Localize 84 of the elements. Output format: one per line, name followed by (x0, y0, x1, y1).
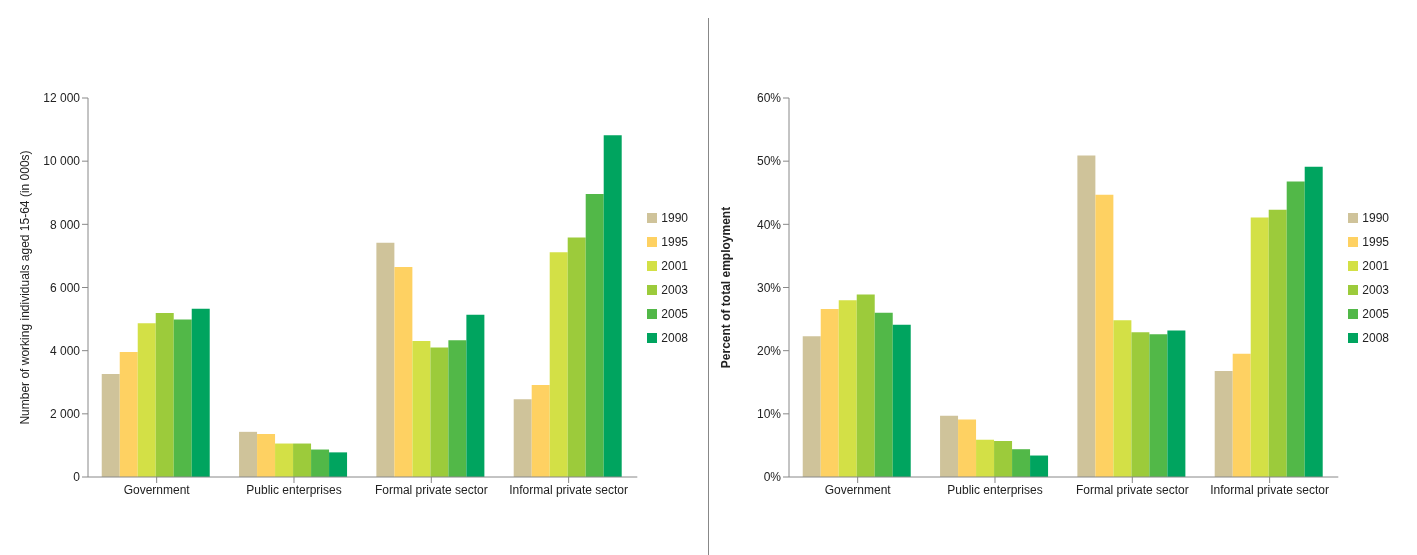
legend-label: 1990 (661, 210, 688, 225)
bar (838, 300, 857, 477)
bar (1149, 334, 1168, 477)
bar (311, 449, 330, 477)
bar (802, 336, 821, 477)
bar (376, 242, 395, 477)
bar (412, 340, 431, 477)
y-tick-label: 6 000 (49, 280, 81, 295)
legend-label: 1990 (1362, 210, 1389, 225)
bar (958, 419, 977, 477)
bar (820, 308, 839, 477)
x-tick-label: Formal private sector (374, 482, 488, 497)
bar (856, 294, 875, 477)
legend-label: 1995 (1362, 234, 1389, 249)
bar (976, 439, 995, 477)
bar (1030, 455, 1049, 477)
y-tick-label: 50% (756, 154, 782, 169)
legend-label: 2003 (661, 282, 688, 297)
bar (394, 266, 413, 477)
bar (892, 324, 911, 477)
bar (119, 351, 138, 477)
legend-label: 2008 (661, 330, 688, 345)
bar (1304, 166, 1323, 477)
x-tick-label: Public enterprises (947, 482, 1043, 497)
legend-label: 2003 (1362, 282, 1389, 297)
legend-label: 2005 (661, 306, 688, 321)
y-tick-label: 20% (756, 343, 782, 358)
bar (531, 385, 550, 477)
y-axis-title: Number of working individuals aged 15-64 (in 000s) (18, 150, 33, 425)
bar (513, 399, 532, 477)
y-tick-label: 10 000 (43, 154, 81, 169)
legend-label: 1995 (661, 234, 688, 249)
bar (430, 347, 449, 477)
bar (1214, 370, 1233, 477)
bar (239, 431, 258, 477)
bar (940, 415, 959, 477)
legend-label: 2001 (1362, 258, 1389, 273)
y-tick-label: 4 000 (49, 343, 81, 358)
legend-label: 2005 (1362, 306, 1389, 321)
x-tick-label: Formal private sector (1075, 482, 1189, 497)
x-tick-label: Government (123, 482, 191, 497)
bar (874, 312, 893, 477)
y-tick-label: 60% (756, 91, 782, 106)
bar (1077, 155, 1096, 477)
bar (329, 452, 348, 477)
bar (173, 319, 192, 477)
bar (567, 237, 586, 477)
bar (466, 314, 485, 477)
y-tick-label: 0 (73, 470, 81, 485)
bar (1268, 209, 1287, 477)
bar (1232, 353, 1251, 477)
bar (1167, 330, 1186, 477)
legend-label: 2008 (1362, 330, 1389, 345)
bar (1095, 194, 1114, 477)
bar (1113, 320, 1132, 477)
y-tick-label: 2 000 (49, 407, 81, 422)
y-tick-label: 12 000 (43, 91, 81, 106)
bar (549, 252, 568, 477)
y-tick-label: 10% (756, 407, 782, 422)
bar (137, 323, 156, 477)
bar (191, 308, 210, 477)
y-axis-title: Percent of total employment (719, 206, 734, 369)
bar (1012, 449, 1031, 477)
bar (1250, 217, 1269, 477)
legend-label: 2001 (661, 258, 688, 273)
x-tick-label: Informal private sector (509, 482, 628, 497)
bar (155, 313, 174, 477)
y-tick-label: 8 000 (49, 217, 81, 232)
bar (585, 194, 604, 477)
bar (994, 441, 1013, 477)
y-tick-label: 30% (756, 280, 782, 295)
bar (257, 434, 276, 477)
y-tick-label: 40% (756, 217, 782, 232)
bar (603, 135, 622, 477)
x-tick-label: Public enterprises (246, 482, 342, 497)
bar (293, 443, 312, 477)
bar (101, 374, 120, 477)
x-tick-label: Informal private sector (1210, 482, 1329, 497)
bar (448, 340, 467, 477)
bar (1286, 181, 1305, 477)
bar (275, 443, 294, 477)
bar (1131, 332, 1150, 477)
y-tick-label: 0% (763, 470, 782, 485)
x-tick-label: Government (824, 482, 892, 497)
